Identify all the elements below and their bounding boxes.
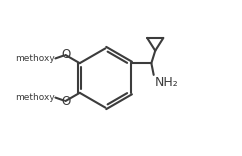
Text: methoxy: methoxy <box>15 93 55 102</box>
Text: NH₂: NH₂ <box>154 76 178 89</box>
Text: methoxy: methoxy <box>15 54 55 63</box>
Text: O: O <box>61 48 70 61</box>
Text: O: O <box>61 95 70 108</box>
